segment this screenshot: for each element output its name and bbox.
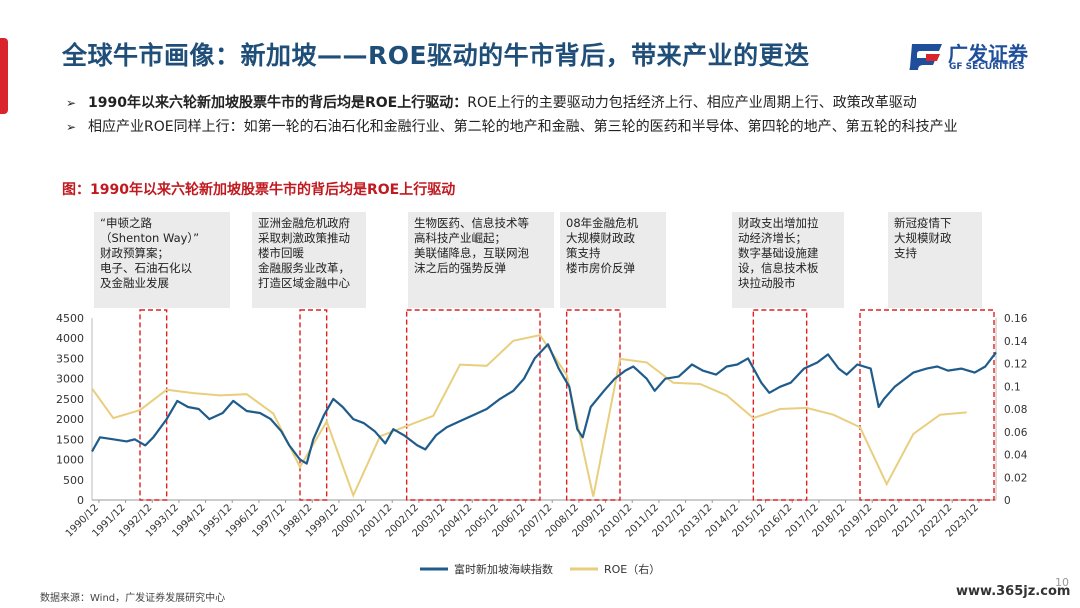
- annotation-note-5: 财政支出增加拉 动经济增长； 数字基础设施建 设，信息技术板 块拉动股市: [732, 212, 844, 308]
- page-title: 全球牛市画像：新加坡——ROE驱动的牛市背后，带来产业的更迭: [62, 41, 810, 70]
- y-right-tick-label: 0.12: [1004, 359, 1027, 371]
- y-left-tick-label: 2000: [56, 413, 84, 426]
- logo-text-en: GF SECURITIES: [949, 62, 1025, 72]
- figure-title: 图：1990年以来六轮新加坡股票牛市的背后均是ROE上行驱动: [62, 182, 456, 198]
- y-right-tick-label: 0.14: [1004, 336, 1028, 348]
- y-left-tick-label: 4000: [56, 332, 84, 345]
- y-left-tick-label: 2500: [56, 393, 84, 406]
- bullet-item: ➢ 1990年以来六轮新加坡股票牛市的背后均是ROE上行驱动：ROE上行的主要驱…: [66, 91, 1026, 115]
- annotation-note-1: “申顿之路 （Shenton Way）” 财政预算案； 电子、石油石化以 及金融…: [94, 212, 230, 308]
- legend-label-roe: ROE（右）: [604, 562, 660, 576]
- y-right-tick-label: 0.08: [1004, 404, 1027, 416]
- y-left-tick-label: 3500: [56, 352, 84, 365]
- y-right-tick-label: 0: [1004, 495, 1011, 507]
- highlight-period-box: [752, 309, 808, 501]
- index-line: [91, 343, 997, 465]
- y-right-tick-label: 0.1: [1004, 381, 1021, 393]
- highlight-period-box: [859, 309, 995, 501]
- bullet-arrow-icon: ➢: [66, 96, 77, 110]
- roe-line: [91, 333, 967, 499]
- annotation-note-4: 08年金融危机 大规模财政政 策支持 楼市房价反弹: [560, 212, 666, 308]
- accent-bar: [0, 38, 8, 114]
- bullet-list: ➢ 1990年以来六轮新加坡股票牛市的背后均是ROE上行驱动：ROE上行的主要驱…: [66, 91, 1026, 139]
- y-left-tick-label: 500: [63, 474, 84, 487]
- y-left-tick-label: 4500: [56, 312, 84, 325]
- logo-text-cn: 广发证券: [948, 42, 1028, 66]
- annotation-note-3: 生物医药、信息技术等 高科技产业崛起； 美联储降息，互联网泡 沫之后的强势反弹: [408, 212, 554, 308]
- company-logo: 广发证券 GF SECURITIES: [906, 36, 1056, 76]
- annotation-note-2: 亚洲金融危机政府 采取刺激政策推动 楼市回暖 金融服务业改革， 打造区域金融中心: [252, 212, 366, 308]
- bullet-item: ➢ 相应产业ROE同样上行：如第一轮的石油石化和金融行业、第二轮的地产和金融、第…: [66, 115, 1026, 139]
- highlight-period-box: [565, 309, 621, 501]
- legend-label-index: 富时新加坡海峡指数: [454, 562, 553, 576]
- bullet-arrow-icon: ➢: [66, 120, 77, 134]
- y-left-tick-label: 1000: [56, 454, 84, 467]
- bullet-bold-text: 1990年以来六轮新加坡股票牛市的背后均是ROE上行驱动：: [88, 95, 468, 111]
- y-right-tick-label: 0.02: [1004, 472, 1027, 484]
- bullet-text: ROE上行的主要驱动力包括经济上行、相应产业周期上行、政策改革驱动: [467, 95, 917, 111]
- y-left-tick-label: 0: [77, 494, 84, 507]
- y-left-tick-label: 3000: [56, 373, 84, 386]
- bullet-text: 相应产业ROE同样上行：如第一轮的石油石化和金融行业、第二轮的地产和金融、第三轮…: [88, 119, 958, 135]
- gf-logo-icon: [909, 44, 942, 70]
- watermark: www.365jz.com: [956, 584, 1071, 599]
- y-right-tick-label: 0.06: [1004, 427, 1028, 439]
- highlight-period-box: [405, 309, 541, 501]
- source-note: 数据来源：Wind，广发证券发展研究中心: [40, 593, 226, 604]
- highlight-period-box: [139, 309, 168, 501]
- y-right-tick-label: 0.04: [1004, 450, 1028, 462]
- annotation-note-6: 新冠疫情下 大规模财政 支持: [888, 212, 982, 308]
- highlight-period-box: [299, 309, 328, 501]
- page-number: 10: [1055, 576, 1069, 589]
- y-left-tick-label: 1500: [56, 433, 84, 446]
- y-right-tick-label: 0.16: [1004, 313, 1028, 325]
